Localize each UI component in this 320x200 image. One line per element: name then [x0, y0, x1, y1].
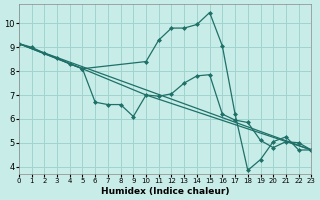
X-axis label: Humidex (Indice chaleur): Humidex (Indice chaleur): [101, 187, 229, 196]
